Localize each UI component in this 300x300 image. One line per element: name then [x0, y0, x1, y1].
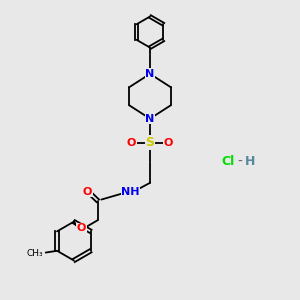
Text: NH: NH [121, 187, 140, 197]
Text: N: N [146, 114, 154, 124]
Text: Cl: Cl [221, 155, 234, 168]
Text: O: O [164, 137, 173, 148]
Text: O: O [82, 187, 92, 197]
Text: O: O [127, 137, 136, 148]
Text: H: H [245, 155, 255, 168]
Text: CH₃: CH₃ [26, 249, 43, 258]
Text: -: - [237, 155, 242, 169]
Text: N: N [146, 69, 154, 79]
Text: S: S [146, 136, 154, 149]
Text: O: O [76, 223, 86, 233]
